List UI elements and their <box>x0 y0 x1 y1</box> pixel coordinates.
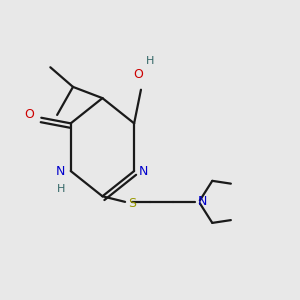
Text: N: N <box>139 164 148 178</box>
Text: O: O <box>134 68 144 81</box>
Text: N: N <box>198 195 207 208</box>
Text: H: H <box>57 184 65 194</box>
Text: N: N <box>56 164 65 178</box>
Text: S: S <box>128 197 136 210</box>
Text: H: H <box>146 56 154 66</box>
Text: O: O <box>25 108 34 122</box>
